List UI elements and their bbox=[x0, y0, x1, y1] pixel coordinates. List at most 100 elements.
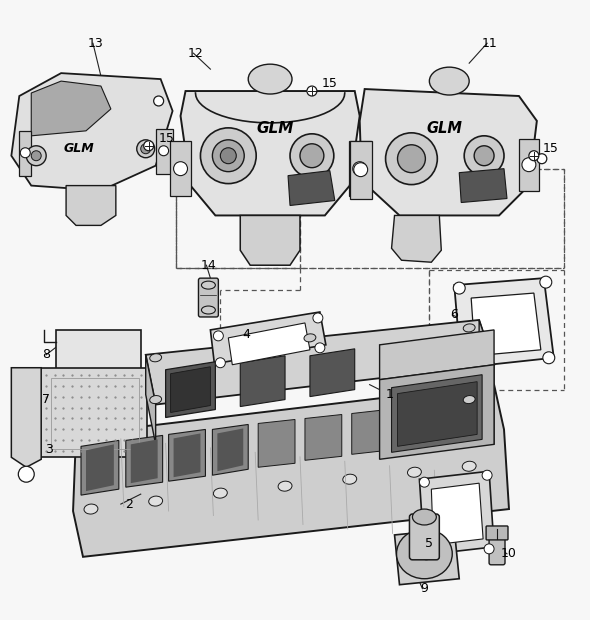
Text: 15: 15 bbox=[322, 77, 337, 89]
Ellipse shape bbox=[159, 146, 169, 156]
Text: 14: 14 bbox=[201, 259, 217, 272]
Ellipse shape bbox=[144, 141, 153, 151]
Text: 9: 9 bbox=[421, 582, 428, 595]
Polygon shape bbox=[258, 420, 295, 467]
Ellipse shape bbox=[248, 64, 292, 94]
Ellipse shape bbox=[201, 306, 215, 314]
Ellipse shape bbox=[215, 358, 225, 368]
Polygon shape bbox=[11, 368, 41, 467]
Polygon shape bbox=[19, 131, 31, 175]
Polygon shape bbox=[228, 323, 310, 365]
Text: 8: 8 bbox=[42, 348, 50, 361]
Ellipse shape bbox=[313, 313, 323, 323]
Ellipse shape bbox=[84, 504, 98, 514]
Bar bbox=[51, 378, 139, 450]
Text: GLM: GLM bbox=[257, 122, 294, 136]
Text: 1: 1 bbox=[386, 388, 394, 401]
Polygon shape bbox=[81, 440, 119, 495]
Ellipse shape bbox=[462, 461, 476, 471]
Text: 11: 11 bbox=[481, 37, 497, 50]
Ellipse shape bbox=[137, 140, 155, 157]
Text: 15: 15 bbox=[543, 142, 559, 155]
Ellipse shape bbox=[315, 343, 325, 353]
FancyBboxPatch shape bbox=[409, 514, 440, 560]
Polygon shape bbox=[305, 415, 342, 460]
Ellipse shape bbox=[540, 276, 552, 288]
FancyBboxPatch shape bbox=[198, 278, 218, 317]
Ellipse shape bbox=[278, 481, 292, 491]
Polygon shape bbox=[131, 440, 158, 483]
Ellipse shape bbox=[307, 86, 317, 96]
Polygon shape bbox=[419, 471, 494, 555]
Bar bbox=[176, 169, 300, 268]
Ellipse shape bbox=[18, 466, 34, 482]
Polygon shape bbox=[288, 170, 335, 205]
Polygon shape bbox=[217, 428, 243, 471]
Text: 15: 15 bbox=[159, 132, 175, 145]
Polygon shape bbox=[379, 330, 494, 379]
Bar bbox=[519, 139, 539, 190]
Ellipse shape bbox=[537, 154, 547, 164]
Text: 4: 4 bbox=[242, 329, 250, 342]
Text: 12: 12 bbox=[188, 46, 204, 60]
Polygon shape bbox=[459, 169, 507, 203]
FancyBboxPatch shape bbox=[486, 526, 508, 540]
FancyBboxPatch shape bbox=[489, 531, 505, 565]
Polygon shape bbox=[392, 374, 482, 453]
Ellipse shape bbox=[153, 96, 163, 106]
Polygon shape bbox=[73, 384, 509, 557]
Bar bbox=[39, 368, 147, 458]
Polygon shape bbox=[360, 89, 537, 215]
Polygon shape bbox=[395, 529, 459, 585]
Ellipse shape bbox=[522, 157, 536, 172]
Bar bbox=[56, 330, 141, 402]
Ellipse shape bbox=[343, 474, 357, 484]
Polygon shape bbox=[240, 356, 285, 407]
Ellipse shape bbox=[408, 467, 421, 477]
Text: 5: 5 bbox=[425, 538, 434, 551]
Ellipse shape bbox=[149, 496, 163, 506]
Ellipse shape bbox=[421, 550, 431, 560]
Bar bbox=[176, 169, 563, 268]
Polygon shape bbox=[240, 215, 300, 265]
Polygon shape bbox=[166, 361, 215, 417]
Polygon shape bbox=[398, 382, 477, 446]
Polygon shape bbox=[66, 185, 116, 226]
Polygon shape bbox=[31, 81, 111, 136]
Text: 3: 3 bbox=[45, 443, 53, 456]
Ellipse shape bbox=[474, 146, 494, 166]
Ellipse shape bbox=[529, 151, 539, 161]
Ellipse shape bbox=[20, 148, 30, 157]
Polygon shape bbox=[181, 91, 360, 215]
Ellipse shape bbox=[31, 151, 41, 161]
Text: 13: 13 bbox=[88, 37, 104, 50]
Ellipse shape bbox=[412, 509, 437, 525]
Ellipse shape bbox=[27, 146, 46, 166]
Ellipse shape bbox=[220, 148, 236, 164]
Text: GLM: GLM bbox=[64, 142, 94, 155]
Ellipse shape bbox=[304, 334, 316, 342]
Polygon shape bbox=[212, 425, 248, 475]
Polygon shape bbox=[379, 365, 494, 459]
Text: 6: 6 bbox=[450, 309, 458, 322]
Polygon shape bbox=[479, 320, 494, 445]
Bar bbox=[349, 141, 371, 195]
Text: 2: 2 bbox=[125, 498, 133, 511]
Polygon shape bbox=[211, 312, 326, 364]
Ellipse shape bbox=[543, 352, 555, 364]
Ellipse shape bbox=[398, 145, 425, 172]
Ellipse shape bbox=[396, 529, 453, 578]
Ellipse shape bbox=[290, 134, 334, 177]
Ellipse shape bbox=[453, 356, 464, 368]
Ellipse shape bbox=[201, 128, 256, 184]
Bar bbox=[350, 141, 372, 198]
Ellipse shape bbox=[430, 67, 469, 95]
Ellipse shape bbox=[141, 144, 150, 154]
Ellipse shape bbox=[453, 282, 465, 294]
Text: GLM: GLM bbox=[427, 122, 462, 136]
Polygon shape bbox=[171, 367, 211, 412]
Polygon shape bbox=[431, 483, 483, 545]
Polygon shape bbox=[454, 278, 554, 368]
Polygon shape bbox=[471, 293, 541, 356]
Polygon shape bbox=[310, 349, 355, 397]
